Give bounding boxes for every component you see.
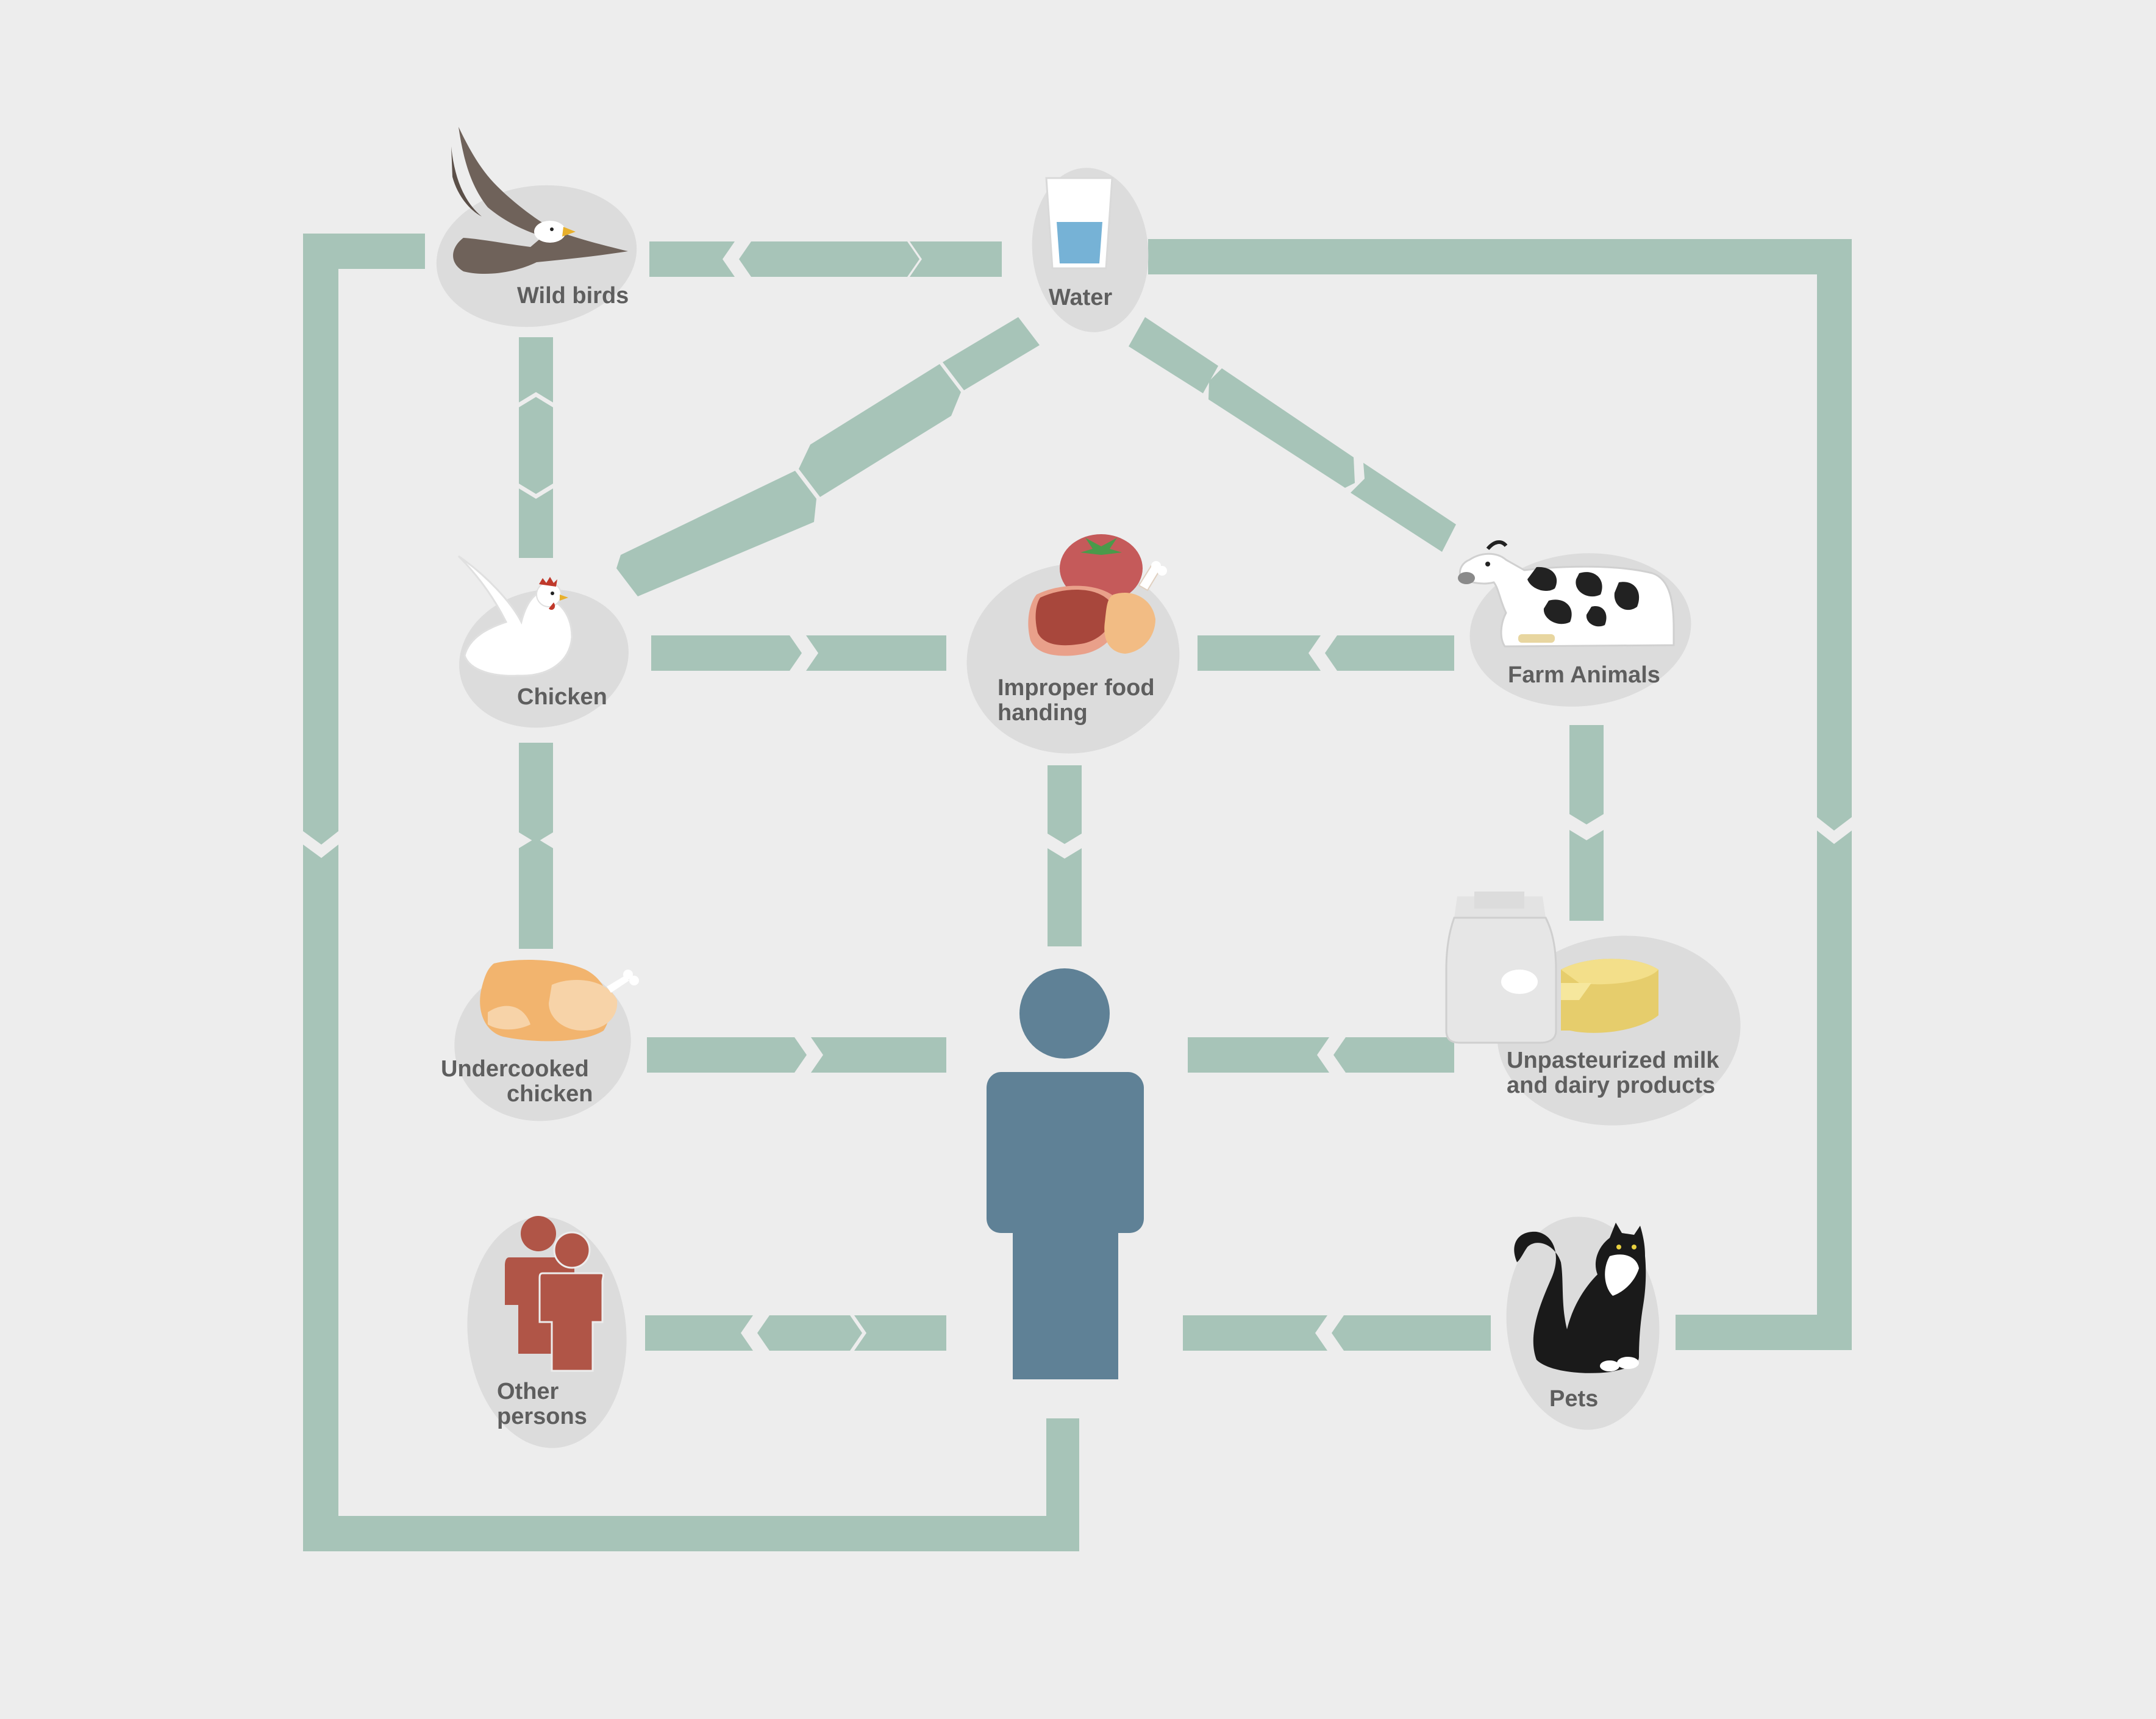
outer-left-loop (303, 234, 1079, 1551)
food-icon (1028, 534, 1167, 656)
node-other-persons: Other persons (467, 1216, 627, 1448)
node-label-line2: chicken (507, 1081, 593, 1107)
node-pets: Pets (1506, 1217, 1660, 1430)
other-persons-icon (505, 1216, 604, 1372)
connector-chicken-food (651, 635, 946, 671)
node-label: Pets (1549, 1386, 1598, 1412)
connector-cows-dairy (1569, 725, 1604, 921)
cat-icon (1514, 1223, 1646, 1373)
connector-dairy-person (1188, 1037, 1454, 1073)
connector-food-person (1048, 765, 1082, 946)
node-label: Water (1049, 285, 1112, 310)
node-label-line1: Unpasteurized milk (1507, 1048, 1719, 1073)
node-chicken: Chicken (457, 555, 629, 728)
node-improper-food: Improper food handing (966, 534, 1180, 754)
eagle-icon (451, 127, 628, 274)
cow-icon (1458, 540, 1675, 648)
node-label-line2: persons (497, 1404, 587, 1429)
node-wild-birds: Wild birds (436, 127, 637, 327)
outer-right-loop (1148, 239, 1852, 1350)
chicken-icon (457, 555, 573, 677)
connector-paths (303, 234, 1852, 1551)
milk-cheese-icon (1445, 892, 1658, 1044)
node-label-line2: and dairy products (1507, 1073, 1715, 1098)
connector-birds-water (649, 241, 1002, 277)
connector-chicken-undercooked (519, 743, 553, 949)
node-label: Farm Animals (1508, 662, 1660, 688)
connector-cows-food (1198, 635, 1454, 671)
node-label: Wild birds (517, 283, 629, 309)
connector-birds-chicken (519, 337, 553, 558)
node-label: Chicken (517, 684, 607, 710)
connector-undercooked-person (647, 1037, 946, 1073)
node-dairy: Unpasteurized milk and dairy products (1445, 892, 1741, 1126)
person-icon (987, 968, 1144, 1379)
node-farm-animals: Farm Animals (1458, 540, 1691, 707)
node-label-line1: Undercooked (441, 1056, 589, 1082)
node-undercooked-chicken: Undercooked chicken (441, 960, 639, 1121)
node-water: Water (1032, 168, 1149, 332)
connector-water-cows (1129, 317, 1456, 552)
water-glass-icon (1045, 177, 1113, 270)
connector-others-person (645, 1315, 946, 1351)
connector-pets-person (1183, 1315, 1491, 1351)
node-label-line2: handing (998, 700, 1088, 726)
node-label-line1: Improper food (998, 675, 1155, 701)
roast-chicken-icon (480, 960, 639, 1042)
connector-water-chicken (616, 317, 1040, 596)
node-label-line1: Other (497, 1379, 559, 1404)
